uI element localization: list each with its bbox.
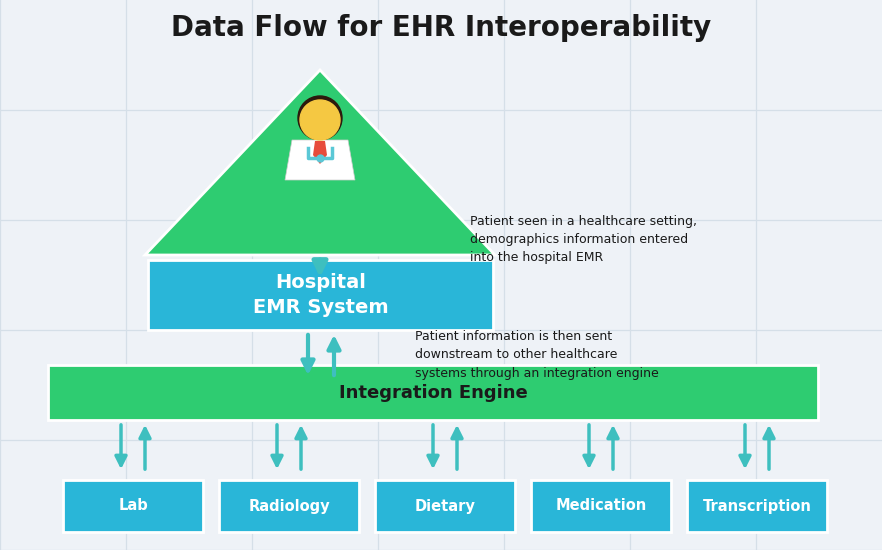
Polygon shape — [145, 70, 495, 255]
Text: Patient information is then sent
downstream to other healthcare
systems through : Patient information is then sent downstr… — [415, 331, 659, 380]
Polygon shape — [313, 141, 327, 164]
Text: Medication: Medication — [556, 498, 647, 514]
Text: Lab: Lab — [118, 498, 148, 514]
Circle shape — [300, 100, 340, 140]
FancyBboxPatch shape — [219, 480, 359, 532]
Text: Integration Engine: Integration Engine — [339, 383, 527, 402]
Polygon shape — [285, 140, 355, 180]
Text: Transcription: Transcription — [703, 498, 811, 514]
FancyBboxPatch shape — [531, 480, 671, 532]
Text: Radiology: Radiology — [248, 498, 330, 514]
Text: Dietary: Dietary — [415, 498, 475, 514]
FancyBboxPatch shape — [48, 365, 818, 420]
Text: Patient seen in a healthcare setting,
demographics information entered
into the : Patient seen in a healthcare setting, de… — [470, 216, 697, 265]
Text: Data Flow for EHR Interoperability: Data Flow for EHR Interoperability — [171, 14, 711, 42]
Text: Hospital
EMR System: Hospital EMR System — [252, 273, 388, 317]
FancyBboxPatch shape — [687, 480, 827, 532]
Circle shape — [298, 96, 342, 140]
FancyBboxPatch shape — [375, 480, 515, 532]
FancyBboxPatch shape — [63, 480, 203, 532]
FancyBboxPatch shape — [148, 260, 493, 330]
